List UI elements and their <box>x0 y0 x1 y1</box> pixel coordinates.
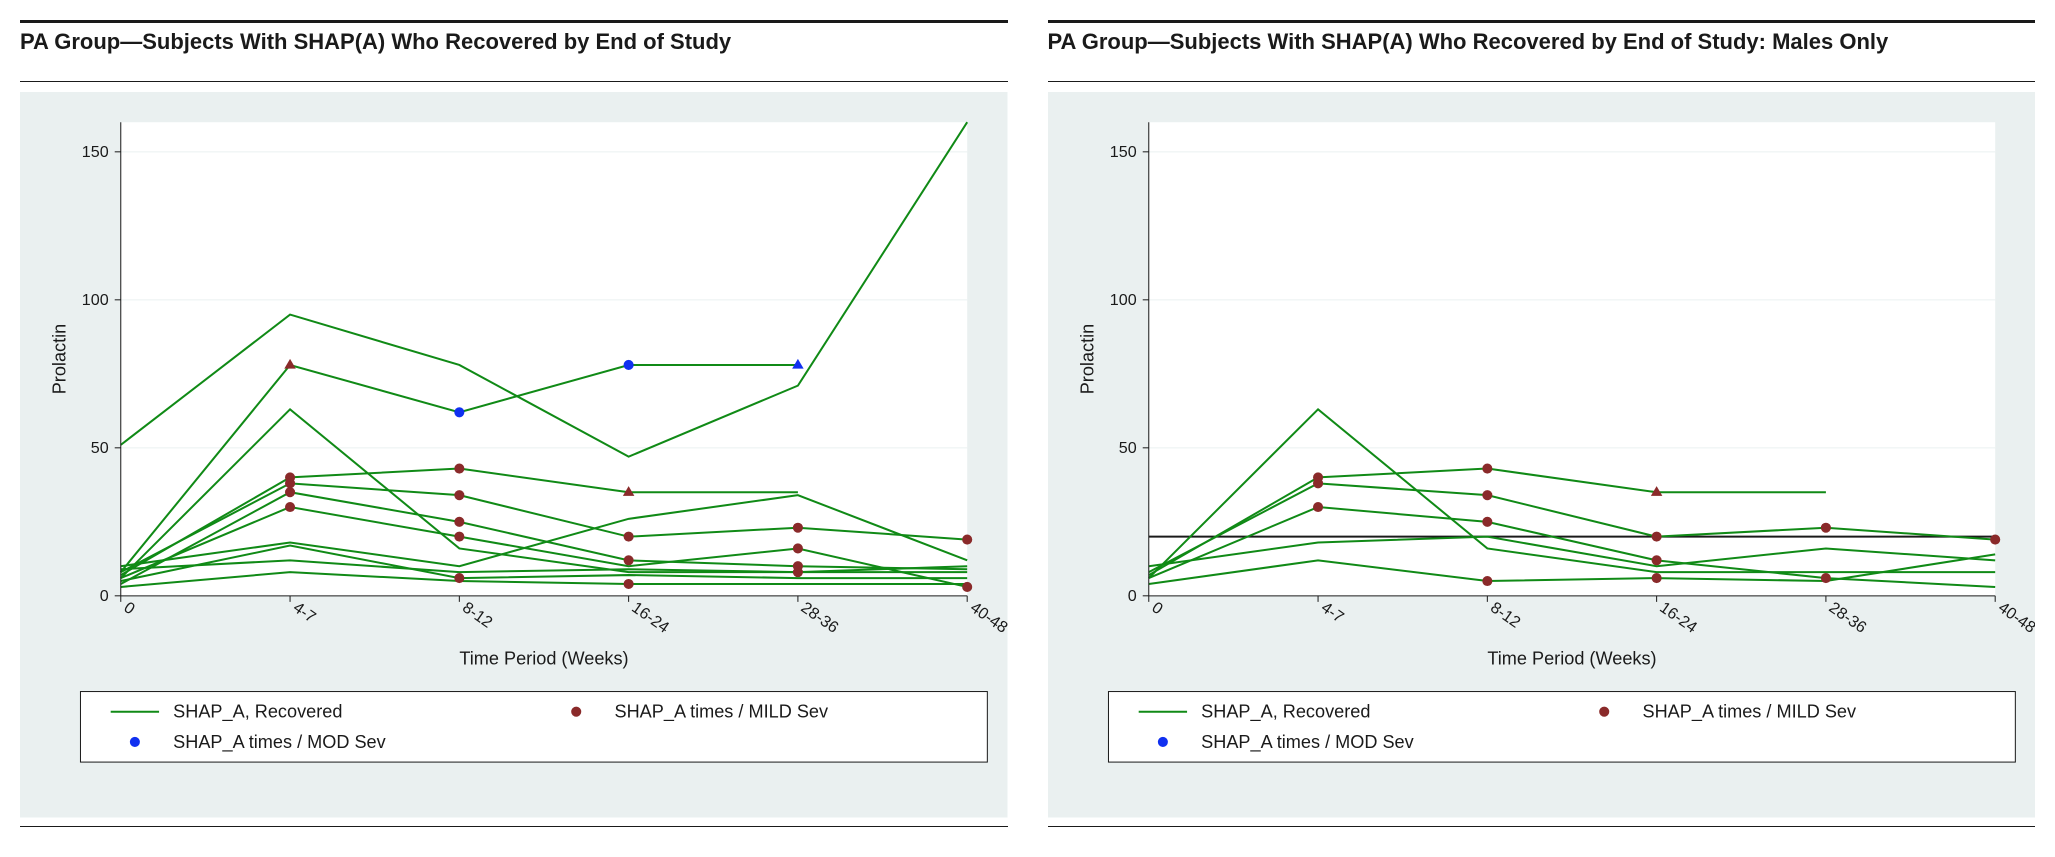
panel-title: PA Group—Subjects With SHAP(A) Who Recov… <box>1048 25 2036 81</box>
chart-svg: 050100150Prolactin04-78-1216-2428-3640-4… <box>1048 92 2036 818</box>
svg-text:0: 0 <box>100 587 109 605</box>
svg-text:SHAP_A times / MILD Sev: SHAP_A times / MILD Sev <box>1642 702 1856 723</box>
panel-left: PA Group—Subjects With SHAP(A) Who Recov… <box>20 20 1008 827</box>
svg-text:50: 50 <box>91 439 109 457</box>
svg-text:150: 150 <box>1109 143 1136 161</box>
panel-right: PA Group—Subjects With SHAP(A) Who Recov… <box>1048 20 2036 827</box>
panel-title: PA Group—Subjects With SHAP(A) Who Recov… <box>20 25 1008 81</box>
rule-bottom <box>1048 826 2036 827</box>
rule-top <box>20 20 1008 23</box>
rule-top <box>1048 20 2036 23</box>
svg-text:SHAP_A, Recovered: SHAP_A, Recovered <box>173 702 342 723</box>
svg-text:SHAP_A times / MOD Sev: SHAP_A times / MOD Sev <box>1201 732 1414 753</box>
chart-svg: 050100150Prolactin04-78-1216-2428-3640-4… <box>20 92 1008 818</box>
svg-text:Prolactin: Prolactin <box>49 324 69 395</box>
rule-bottom <box>20 826 1008 827</box>
svg-text:Time Period (Weeks): Time Period (Weeks) <box>459 648 628 668</box>
chart-right: 050100150Prolactin04-78-1216-2428-3640-4… <box>1048 92 2036 818</box>
rule-under-title <box>1048 81 2036 82</box>
svg-text:Time Period (Weeks): Time Period (Weeks) <box>1487 648 1656 668</box>
rule-under-title <box>20 81 1008 82</box>
chart-left: 050100150Prolactin04-78-1216-2428-3640-4… <box>20 92 1008 818</box>
figure-row: PA Group—Subjects With SHAP(A) Who Recov… <box>20 20 2035 827</box>
svg-text:SHAP_A times / MILD Sev: SHAP_A times / MILD Sev <box>615 702 829 723</box>
svg-text:Prolactin: Prolactin <box>1077 324 1097 395</box>
svg-text:SHAP_A times / MOD Sev: SHAP_A times / MOD Sev <box>173 732 386 753</box>
svg-text:150: 150 <box>82 143 109 161</box>
svg-text:100: 100 <box>1109 291 1136 309</box>
svg-text:100: 100 <box>82 291 109 309</box>
svg-text:0: 0 <box>1127 587 1136 605</box>
svg-text:50: 50 <box>1118 439 1136 457</box>
svg-text:SHAP_A, Recovered: SHAP_A, Recovered <box>1201 702 1370 723</box>
